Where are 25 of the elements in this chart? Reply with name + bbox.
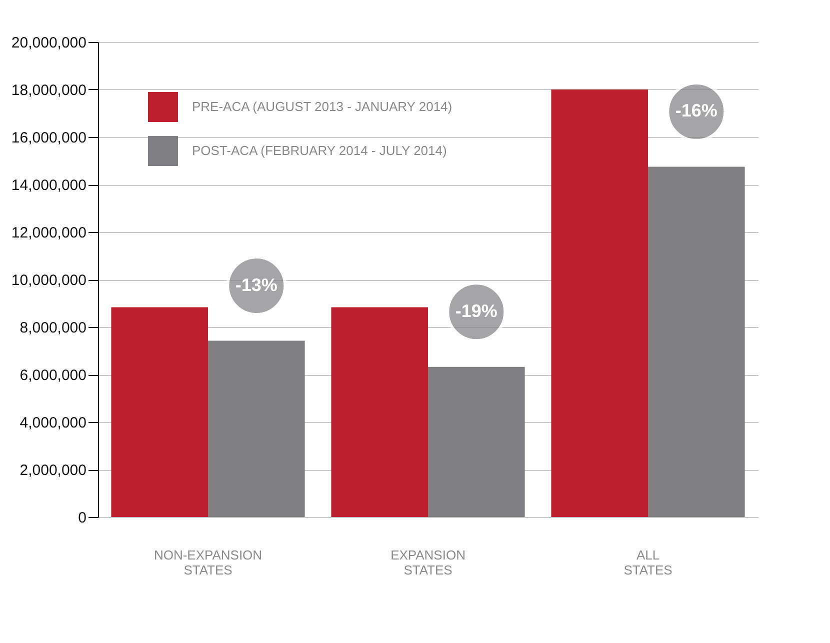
y-tick-label: 20,000,000 [11,34,86,52]
legend-label: POST-ACA (FEBRUARY 2014 - JULY 2014) [192,143,447,158]
legend-label: PRE-ACA (AUGUST 2013 - JANUARY 2014) [192,99,452,114]
annotation: -13% [235,274,278,295]
y-tick-label: 14,000,000 [11,177,86,194]
y-tick-label: 6,000,000 [20,367,86,384]
y-tick-label: 18,000,000 [11,82,86,99]
y-tick-label: 10,000,000 [11,272,86,289]
x-tick-label: ALL STATES [624,548,673,578]
bar [648,166,745,517]
x-tick-label: NON-EXPANSION STATES [154,548,262,578]
annotation: -19% [455,300,498,321]
bar [551,90,648,517]
y-tick-label: 8,000,000 [20,320,86,336]
y-tick-label: 2,000,000 [20,462,86,479]
bar [331,307,428,517]
bar [111,307,208,517]
y-tick-label: 12,000,000 [11,224,86,242]
annotation: -16% [675,100,718,121]
bar [428,366,525,517]
bar [208,340,305,517]
x-tick-label: EXPANSION STATES [390,548,466,578]
y-tick-label: 4,000,000 [20,414,86,432]
y-tick-label: 0 [78,510,86,526]
y-tick-label: 16,000,000 [11,130,86,146]
